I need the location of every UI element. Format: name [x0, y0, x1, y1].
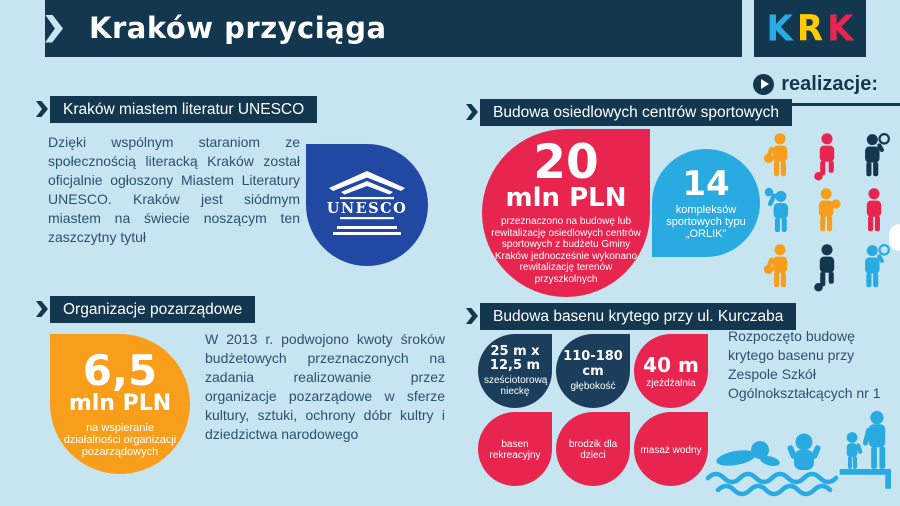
- ngo-amount-caption: na wspieranie działalności organizacji p…: [63, 421, 177, 458]
- athletes-grid: [758, 131, 896, 295]
- krk-logo-letter: K: [827, 7, 854, 50]
- realizacje-label: realizacje:: [781, 73, 878, 95]
- orlik-caption: kompleksów sportowych typu „ORLIK”: [666, 203, 746, 240]
- realizacje-label-group: realizacje:: [753, 73, 878, 96]
- section-chevron-icon: [466, 308, 478, 324]
- unesco-temple-icon: UNESCO: [327, 171, 408, 235]
- pool-stat-bubble: brodzik dla dzieci: [556, 412, 630, 486]
- section-chevron-icon: [36, 301, 48, 317]
- pool-stat-bubble: 25 m x 12,5 m sześciotorową nieckę: [478, 334, 552, 408]
- page-title-banner: Kraków przyciąga: [45, 0, 742, 57]
- krk-logo-letter: K: [766, 7, 793, 50]
- unesco-body-text: Dzięki wspólnym staraniom ze społecznośc…: [48, 134, 300, 245]
- pool-stat-label: sześciotorową nieckę: [484, 375, 548, 398]
- pool-stat-value: 25 m x 12,5 m: [489, 343, 541, 373]
- handball-player-icon: [808, 187, 846, 238]
- pool-stat-bubble: masaż wodny: [634, 412, 708, 486]
- orlik-count-bubble: 14 kompleksów sportowych typu „ORLIK”: [652, 149, 760, 257]
- section-heading-ngo: Organizacje pozarządowe: [50, 296, 256, 323]
- sports-budget-bubble: 20 mln PLN przeznaczono na budowę lub re…: [482, 129, 650, 297]
- ngo-budget-bubble: 6,5 mln PLN na wspieranie działalności o…: [50, 334, 190, 474]
- unesco-logo-badge: UNESCO: [306, 144, 428, 266]
- pool-stat-label: zjeżdżalnia: [646, 377, 696, 389]
- ngo-amount: 6,5: [82, 346, 158, 396]
- pool-body-text: Rozpoczęto budowę krytego basenu przy Ze…: [728, 328, 881, 401]
- runner-icon: [855, 187, 893, 238]
- page-title: Kraków przyciąga: [89, 11, 387, 45]
- pool-stat-label: głębokość: [570, 380, 616, 392]
- basketball-player-icon: [761, 132, 799, 183]
- volleyball-player-icon: [761, 187, 799, 238]
- section-heading-pool: Budowa basenu krytego przy ul. Kurczaba: [480, 303, 797, 330]
- section-chevron-icon: [466, 104, 478, 120]
- pool-grid: 25 m x 12,5 m sześciotorową nieckę 110-180…: [478, 334, 708, 486]
- pool-stat-bubble: basen rekreacyjny: [478, 412, 552, 486]
- section-heading-unesco: Kraków miastem literatur UNESCO: [50, 96, 318, 123]
- pool-stat-bubble: 110-180 cm głębokość: [556, 334, 630, 408]
- tennis-player-icon: [855, 243, 893, 294]
- pool-stat-value: 40 m: [643, 352, 699, 377]
- pool-stat-label: brodzik dla dzieci: [568, 439, 618, 461]
- tennis-player-icon: [855, 132, 893, 183]
- page-curl-tab[interactable]: [889, 224, 900, 251]
- pool-stat-value: 110-180 cm: [563, 349, 623, 379]
- pool-stat-label: masaż wodny: [640, 444, 702, 456]
- ngo-amount-unit: mln PLN: [68, 391, 172, 417]
- football-player-icon: [808, 132, 846, 183]
- krk-logo-letter: R: [796, 7, 824, 50]
- adult-with-child-pool-icon: [838, 402, 896, 497]
- orlik-count: 14: [682, 163, 730, 204]
- pool-stat-label: basen rekreacyjny: [489, 439, 541, 461]
- football-player-icon: [808, 243, 846, 294]
- unesco-logo-text: UNESCO: [327, 200, 408, 217]
- sports-amount-unit: mln PLN: [505, 183, 627, 214]
- section-chevron-icon: [36, 101, 48, 117]
- pool-stat-bubble: 40 m zjeżdżalnia: [634, 334, 708, 408]
- ngo-body-text: W 2013 r. podwojono kwoty śroków budżeto…: [205, 331, 445, 442]
- basketball-player-icon: [761, 243, 799, 294]
- play-circle-icon: [753, 74, 775, 95]
- sports-amount: 20: [533, 134, 599, 190]
- swimmers-icon: [704, 420, 854, 500]
- section-heading-sports: Budowa osiedlowych centrów sportowych: [480, 99, 793, 126]
- realizacje-underline: [742, 103, 900, 106]
- sports-amount-caption: przeznaczono na budowę lub rewitalizację…: [491, 216, 641, 285]
